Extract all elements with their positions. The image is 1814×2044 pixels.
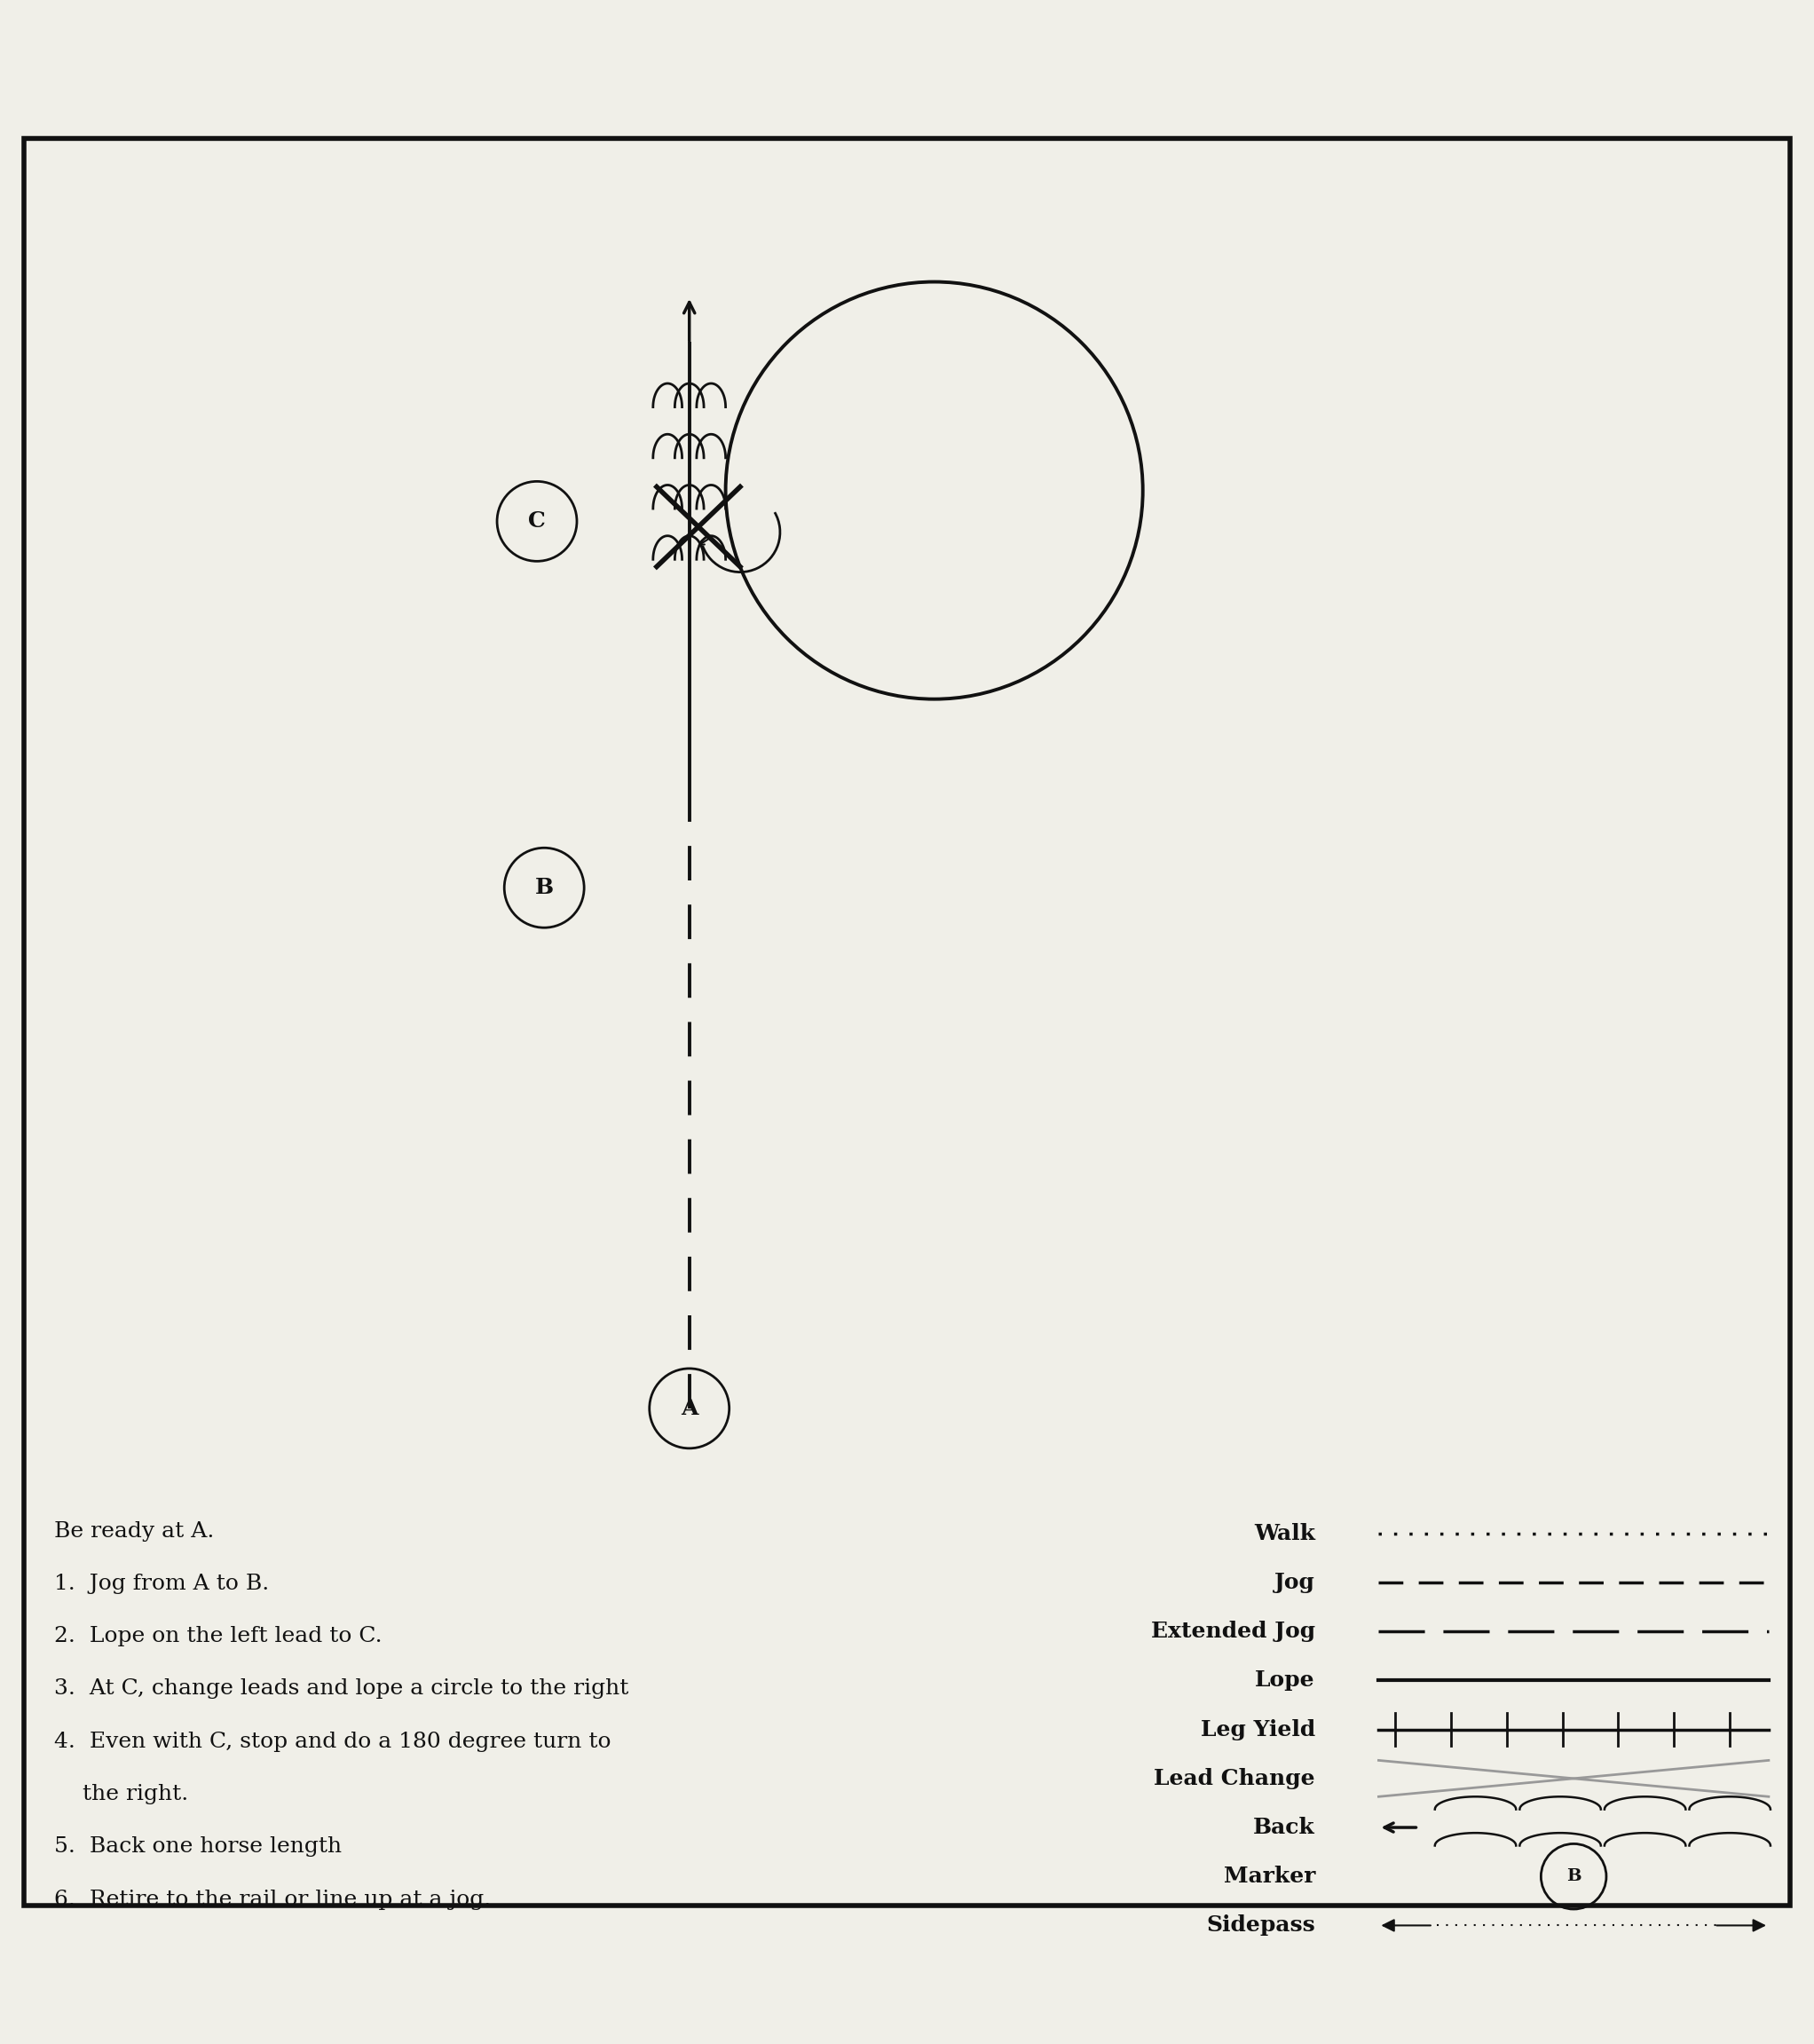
- Text: 6.  Retire to the rail or line up at a jog.: 6. Retire to the rail or line up at a jo…: [54, 1889, 492, 1909]
- Text: Lead Change: Lead Change: [1154, 1768, 1315, 1788]
- Text: Walk: Walk: [1253, 1523, 1315, 1543]
- Text: A: A: [680, 1398, 698, 1419]
- Text: C: C: [528, 511, 546, 531]
- Text: 1.  Jog from A to B.: 1. Jog from A to B.: [54, 1574, 270, 1594]
- Text: Leg Yield: Leg Yield: [1201, 1719, 1315, 1739]
- Text: 5.  Back one horse length: 5. Back one horse length: [54, 1838, 343, 1856]
- Text: Sidepass: Sidepass: [1206, 1915, 1315, 1936]
- Text: Extended Jog: Extended Jog: [1150, 1621, 1315, 1641]
- Text: Back: Back: [1253, 1817, 1315, 1838]
- Text: Lope: Lope: [1255, 1670, 1315, 1690]
- Text: the right.: the right.: [54, 1784, 189, 1805]
- Text: Be ready at A.: Be ready at A.: [54, 1521, 214, 1541]
- Text: Jog: Jog: [1275, 1572, 1315, 1592]
- Text: 3.  At C, change leads and lope a circle to the right: 3. At C, change leads and lope a circle …: [54, 1678, 629, 1699]
- Text: 4.  Even with C, stop and do a 180 degree turn to: 4. Even with C, stop and do a 180 degree…: [54, 1731, 611, 1752]
- Text: B: B: [1565, 1868, 1582, 1885]
- Text: Marker: Marker: [1223, 1866, 1315, 1887]
- Text: B: B: [535, 877, 553, 899]
- Text: 2.  Lope on the left lead to C.: 2. Lope on the left lead to C.: [54, 1627, 383, 1647]
